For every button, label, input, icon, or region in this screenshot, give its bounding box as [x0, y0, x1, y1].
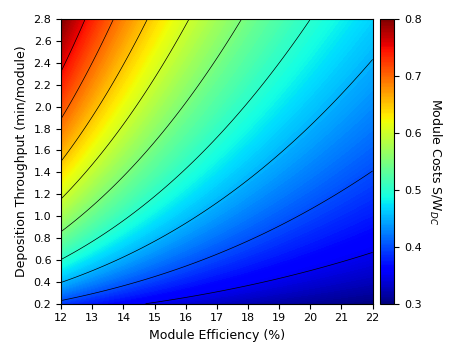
Y-axis label: Module Costs S/W$_{DC}$: Module Costs S/W$_{DC}$ — [425, 98, 442, 225]
Y-axis label: Deposition Throughput (min/module): Deposition Throughput (min/module) — [15, 46, 28, 277]
X-axis label: Module Efficiency (%): Module Efficiency (%) — [149, 329, 284, 342]
